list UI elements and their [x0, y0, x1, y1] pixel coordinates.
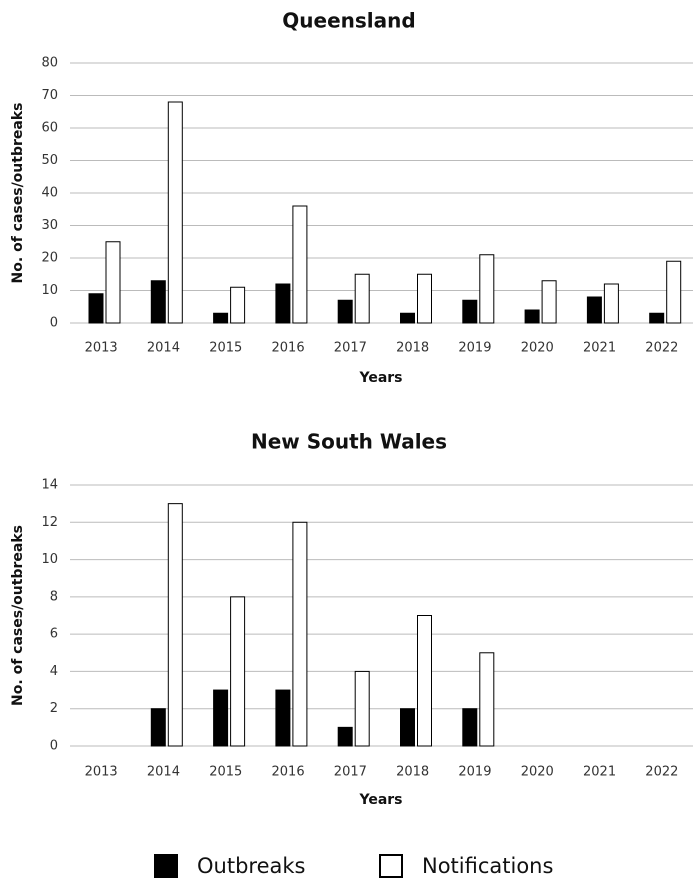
- bar: [479, 254, 495, 324]
- x-tick-label: 2016: [272, 765, 305, 780]
- bar: [524, 309, 540, 324]
- y-tick-label: 0: [50, 316, 58, 331]
- bar: [213, 312, 229, 324]
- y-tick-label: 4: [50, 664, 58, 679]
- x-tick-label: 2018: [396, 341, 429, 356]
- bar: [586, 296, 602, 324]
- bar: [666, 260, 682, 324]
- bar: [275, 689, 291, 747]
- y-axis-title: No. of cases/outbreaks: [10, 525, 26, 706]
- bar: [230, 286, 246, 324]
- x-tick-label: 2022: [645, 765, 678, 780]
- x-tick-label: 2019: [458, 341, 491, 356]
- bar: [292, 521, 308, 747]
- legend-swatch: [379, 854, 403, 878]
- bar: [462, 299, 478, 324]
- bar: [417, 273, 432, 324]
- legend-label: Notifications: [422, 854, 553, 878]
- y-tick-label: 2: [50, 701, 58, 716]
- bar: [167, 503, 183, 747]
- bar: [230, 596, 246, 747]
- x-tick-label: 2017: [334, 765, 367, 780]
- y-axis-title: No. of cases/outbreaks: [10, 103, 26, 284]
- legend-label: Outbreaks: [197, 854, 305, 878]
- x-tick-label: 2014: [147, 765, 180, 780]
- x-axis-title: Years: [358, 370, 402, 386]
- bar: [275, 283, 291, 324]
- y-tick-label: 20: [41, 251, 58, 266]
- x-tick-label: 2018: [396, 765, 429, 780]
- bar: [150, 280, 166, 324]
- bar: [337, 726, 353, 747]
- x-tick-label: 2015: [209, 765, 242, 780]
- bar: [213, 689, 229, 747]
- bar: [541, 280, 557, 324]
- y-tick-label: 30: [41, 218, 58, 233]
- y-tick-label: 6: [50, 627, 58, 642]
- bar: [88, 293, 104, 324]
- x-tick-label: 2021: [583, 341, 616, 356]
- bar: [603, 283, 619, 324]
- x-tick-label: 2017: [334, 341, 367, 356]
- y-tick-label: 12: [41, 515, 58, 530]
- y-tick-label: 14: [41, 478, 58, 493]
- bar: [292, 205, 308, 324]
- y-tick-label: 50: [41, 153, 58, 168]
- y-tick-label: 8: [50, 589, 58, 604]
- x-tick-label: 2014: [147, 341, 180, 356]
- y-tick-label: 10: [41, 552, 58, 567]
- bar: [400, 708, 415, 747]
- x-tick-label: 2013: [85, 341, 118, 356]
- y-tick-label: 0: [50, 739, 58, 754]
- x-tick-label: 2020: [521, 341, 554, 356]
- bar: [354, 670, 370, 747]
- bar: [649, 312, 665, 324]
- bar: [150, 708, 166, 747]
- x-tick-label: 2021: [583, 765, 616, 780]
- x-tick-label: 2022: [645, 341, 678, 356]
- legend-swatch: [154, 854, 178, 878]
- y-tick-label: 10: [41, 283, 58, 298]
- x-axis-title: Years: [358, 792, 402, 808]
- x-tick-label: 2013: [85, 765, 118, 780]
- bar: [479, 652, 495, 747]
- chart-title: New South Wales: [251, 430, 447, 454]
- y-tick-label: 70: [41, 88, 58, 103]
- x-tick-label: 2020: [521, 765, 554, 780]
- y-tick-label: 40: [41, 186, 58, 201]
- chart-title: Queensland: [282, 9, 415, 33]
- y-tick-label: 60: [41, 121, 58, 136]
- bar: [167, 101, 183, 324]
- y-tick-label: 80: [41, 56, 58, 71]
- bar: [417, 615, 432, 747]
- bar: [462, 708, 478, 747]
- bar: [105, 241, 121, 324]
- x-tick-label: 2019: [458, 765, 491, 780]
- bar: [354, 273, 370, 324]
- bar: [400, 312, 415, 324]
- x-tick-label: 2015: [209, 341, 242, 356]
- bar: [337, 299, 353, 324]
- x-tick-label: 2016: [272, 341, 305, 356]
